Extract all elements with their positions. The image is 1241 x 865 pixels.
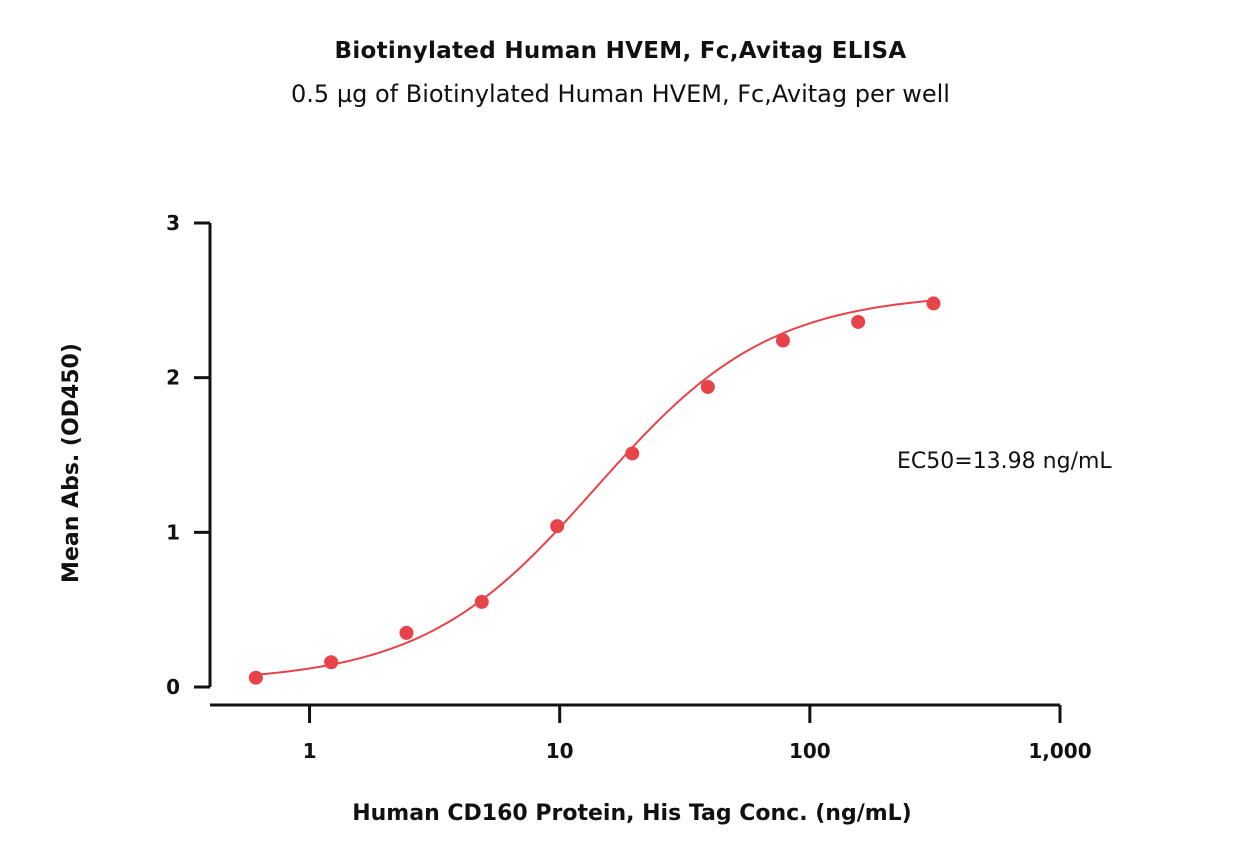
y-tick-label: 0	[166, 675, 180, 699]
data-points-layer	[248, 296, 941, 685]
data-point	[625, 446, 640, 461]
data-point	[851, 314, 866, 329]
x-tick-label: 1	[303, 739, 317, 763]
data-point	[700, 379, 715, 394]
data-point	[550, 519, 565, 534]
chart-subtitle: 0.5 µg of Biotinylated Human HVEM, Fc,Av…	[291, 80, 950, 108]
data-point	[248, 670, 263, 685]
data-point	[474, 594, 489, 609]
y-tick-label: 3	[166, 211, 180, 235]
data-point	[399, 625, 414, 640]
chart-title: Biotinylated Human HVEM, Fc,Avitag ELISA	[334, 38, 907, 64]
x-axis-label: Human CD160 Protein, His Tag Conc. (ng/m…	[352, 801, 912, 826]
x-tick-label: 1,000	[1028, 739, 1091, 763]
y-tick-label: 1	[166, 520, 180, 544]
y-tick-label: 2	[166, 366, 180, 390]
y-axis-label: Mean Abs. (OD450)	[59, 343, 84, 583]
data-point	[926, 296, 941, 311]
fit-curve-layer	[255, 299, 934, 676]
ec50-annotation: EC50=13.98 ng/mL	[897, 449, 1112, 474]
x-tick-label: 10	[546, 739, 574, 763]
x-tick-label: 100	[789, 739, 831, 763]
data-point	[324, 655, 339, 670]
fit-curve	[255, 299, 934, 676]
data-point	[775, 333, 790, 348]
axes: 0 1 2 3 1 10 100 1,000	[166, 211, 1092, 763]
